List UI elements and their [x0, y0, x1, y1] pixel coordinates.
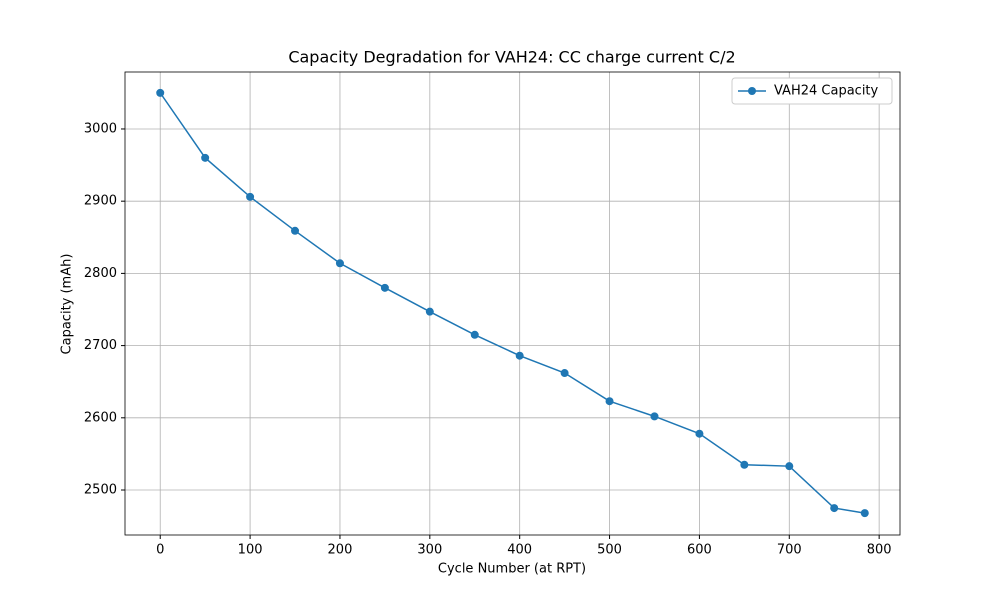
legend-box: [731, 77, 893, 105]
x-tick-label: 600: [687, 543, 712, 558]
plot-frame: [124, 71, 901, 536]
data-point: [156, 88, 165, 97]
data-point: [695, 429, 704, 438]
x-tick-label: 400: [507, 543, 532, 558]
x-tick-label: 300: [417, 543, 442, 558]
data-point: [335, 259, 344, 268]
data-point: [380, 283, 389, 292]
legend-marker: [748, 87, 756, 95]
y-tick-label: 2700: [84, 338, 117, 353]
y-tick-label: 2800: [84, 266, 117, 281]
y-tick-label: 2900: [84, 194, 117, 209]
data-point: [605, 397, 614, 406]
x-tick-label: 800: [867, 543, 892, 558]
y-tick-label: 3000: [84, 121, 117, 136]
data-point: [830, 504, 839, 513]
y-tick-label: 2500: [84, 483, 117, 498]
data-point: [650, 412, 659, 421]
legend-label: VAH24 Capacity: [774, 84, 879, 99]
data-point: [425, 307, 434, 316]
data-point: [246, 192, 255, 201]
x-tick-label: 500: [597, 543, 622, 558]
x-tick-label: 100: [238, 543, 263, 558]
data-point: [560, 369, 569, 378]
x-tick-label: 0: [156, 543, 164, 558]
data-point: [515, 351, 524, 360]
y-axis-label: Capacity (mAh): [60, 254, 75, 355]
x-axis-label: Cycle Number (at RPT): [438, 562, 586, 577]
data-point: [860, 509, 869, 518]
x-tick-label: 200: [328, 543, 353, 558]
data-point: [740, 460, 749, 469]
data-point: [291, 226, 300, 235]
data-point: [201, 153, 210, 162]
data-point: [785, 462, 794, 471]
y-tick-label: 2600: [84, 410, 117, 425]
data-point: [470, 330, 479, 339]
x-tick-label: 700: [777, 543, 802, 558]
chart-title: Capacity Degradation for VAH24: CC charg…: [288, 48, 735, 67]
